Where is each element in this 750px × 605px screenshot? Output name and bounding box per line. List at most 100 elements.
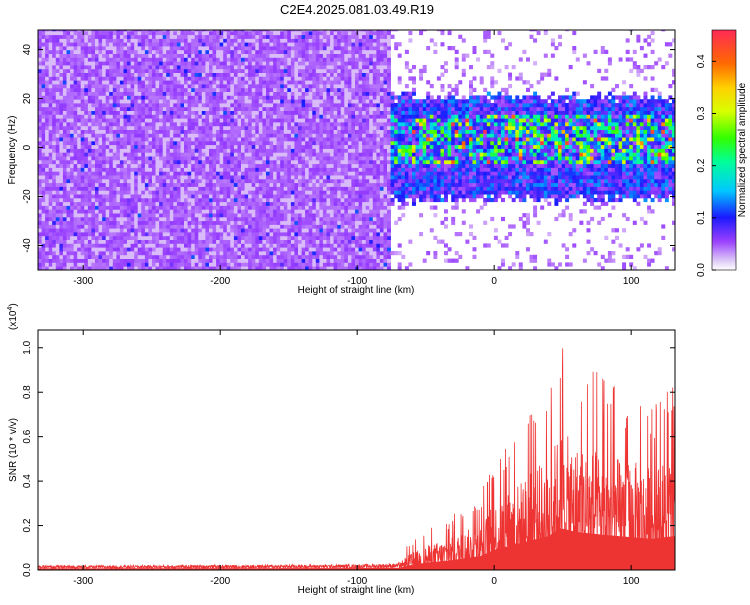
spectrogram-cell [258,140,263,146]
spectrogram-cell [216,140,221,146]
spectrogram-cell [52,216,57,222]
spectrogram-cell [105,72,110,77]
spectrogram-cell [283,175,288,180]
spectrogram-cell [91,186,96,191]
spectrogram-cell [95,140,99,146]
spectrogram-cell [66,163,71,168]
spectrogram-cell [127,163,131,168]
spectrogram-cell [55,38,60,43]
spectrogram-cell [280,247,285,252]
spectrogram-cell [294,140,299,146]
spectrogram-cell [216,235,221,240]
spectrogram-cell [98,152,103,157]
spectrogram-cell [180,34,185,39]
spectrogram-cell [290,144,295,149]
spectrogram-cell [223,68,228,73]
spectrogram-cell [70,262,75,267]
spectrogram-cell [98,144,103,149]
spectrogram-cell [141,258,146,263]
spectrogram-cell [312,224,317,229]
spectrogram-cell [59,247,64,252]
spectrogram-cell [80,266,85,270]
spectrogram-cell [55,114,60,119]
spectrogram-cell [205,122,210,127]
spectrogram-cell [241,84,245,89]
spectrogram-cell [180,106,185,111]
spectrogram-cell [116,205,121,210]
spectrogram-cell [152,30,156,32]
spectrogram-cell [205,129,210,134]
spectrogram-cell [59,194,64,199]
spectrogram-cell [283,76,288,81]
spectrogram-cell [73,243,78,248]
spectrogram-cell [244,140,249,146]
spectrogram-cell [209,243,213,248]
spectrogram-cell [80,57,85,62]
spectrogram-cell [276,152,281,157]
spectrogram-cell [155,159,160,165]
spectrogram-cell [91,228,96,233]
spectrogram-cell [251,205,256,210]
spectrogram-cell [80,201,85,206]
spectrogram-cell [102,144,107,149]
spectrogram-cell [223,133,228,138]
spectrogram-cell [62,216,67,222]
spectrogram-cell [84,137,89,142]
spectrogram-cell [191,133,196,138]
spectrogram-cell [162,34,167,39]
spectrogram-cell [287,122,292,127]
spectrogram-cell [112,235,117,240]
spectrogram-cell [38,72,42,77]
spectrogram-cell [255,140,260,146]
spectrogram-cell [301,251,306,256]
spectrogram-cell [176,129,181,134]
spectrogram-cell [237,175,242,180]
spectrogram-cell [59,144,64,149]
spectrogram-cell [119,30,124,36]
spectrogram-cell [134,103,139,108]
spectrogram-cell [187,156,192,161]
spectrogram-cell [159,42,164,47]
spectrogram-cell [223,57,228,62]
spectrogram-cell [109,91,114,96]
spectrogram-cell [141,220,146,225]
spectrogram-cell [237,114,242,119]
spectrogram-cell [212,30,217,32]
spectrogram-cell [102,72,107,77]
spectrogram-cell [73,171,78,176]
spectrogram-cell [258,228,263,233]
spectrogram-cell [66,186,71,191]
spectrogram-cell [41,205,46,210]
spectrogram-cell [184,95,188,100]
spectrogram-cell [130,38,135,43]
spectrogram-cell [255,118,260,123]
spectrogram-cell [244,133,249,138]
spectrogram-cell [258,251,263,256]
spectrogram-cell [251,247,256,252]
spectrogram-cell [255,156,260,161]
spectrogram-cell [308,99,313,104]
spectrogram-cell [155,46,160,51]
spectrogram-cell [77,163,82,168]
spectrogram-cell [45,72,50,77]
spectrogram-cell [52,140,57,146]
spectrogram-cell [137,38,142,43]
spectrogram-cell [173,182,178,187]
spectrogram-cell [262,144,267,149]
spectrogram-cell [112,152,117,157]
spectrogram-cell [287,216,292,222]
spectrogram-cell [73,144,78,149]
spectrogram-cell [84,156,89,161]
spectrogram-cell [230,167,235,172]
spectrogram-cell [248,258,253,263]
spectrogram-cell [237,99,242,104]
spectrogram-cell [98,125,103,130]
spectrogram-cell [283,106,288,111]
spectrogram-cell [70,197,75,203]
spectrogram-cell [308,152,313,157]
spectrogram-cell [226,91,231,96]
spectrogram-cell [294,197,299,203]
spectrogram-cell [105,190,110,195]
spectrogram-cell [109,178,114,184]
spectrogram-cell [312,49,317,54]
